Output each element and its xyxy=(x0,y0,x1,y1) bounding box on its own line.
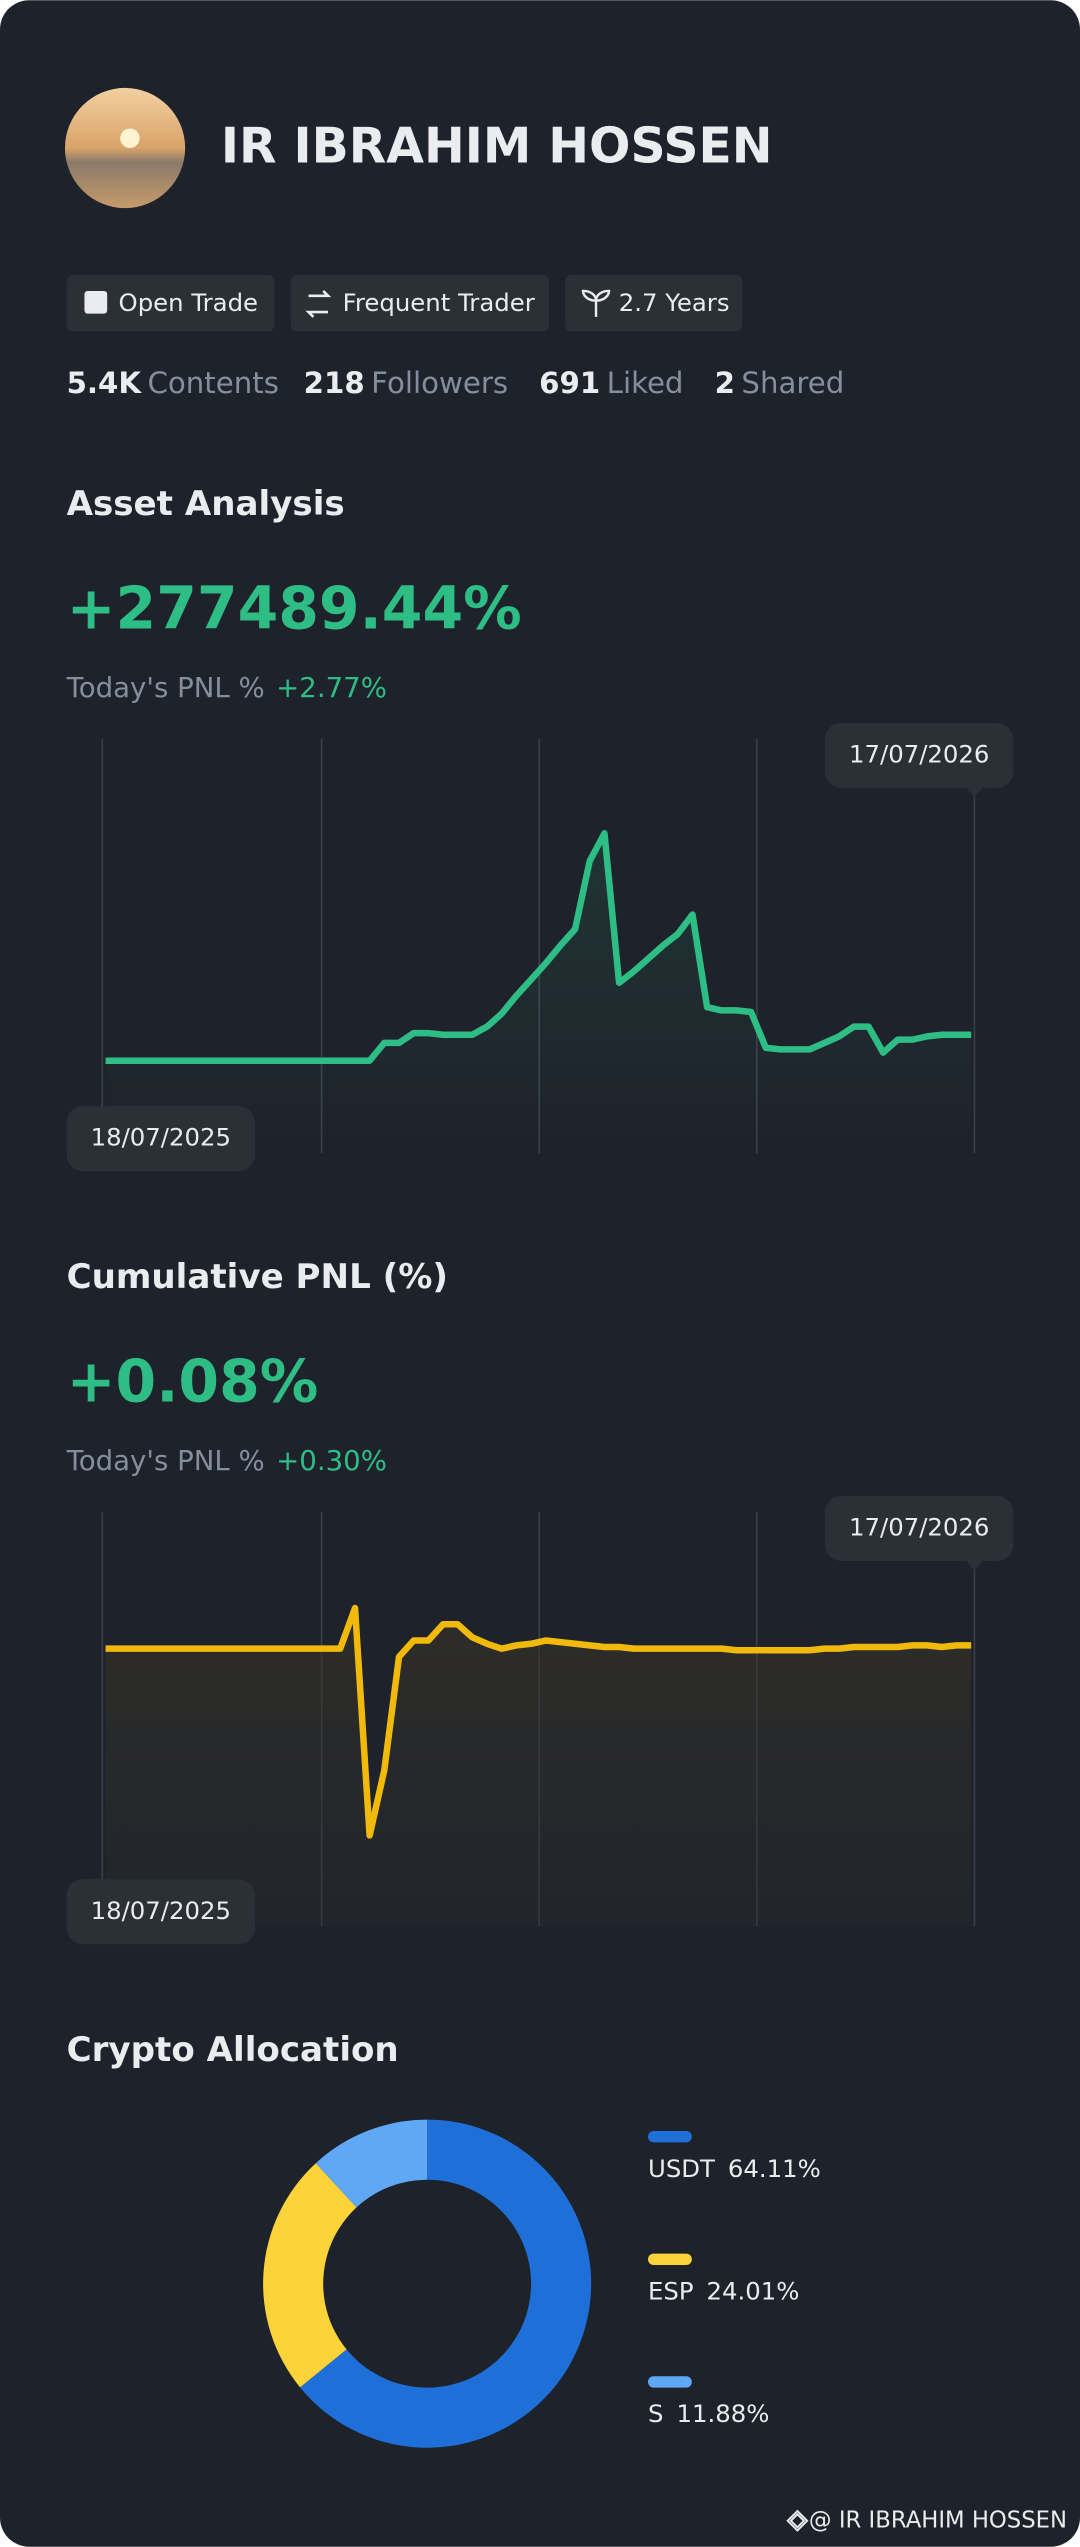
start-date: 18/07/2025 xyxy=(91,1896,231,1925)
avatar xyxy=(64,87,186,209)
badge xyxy=(66,274,275,332)
line xyxy=(105,830,972,1064)
donut-slice xyxy=(315,2119,428,2208)
date-pill xyxy=(66,1879,255,1945)
stat-value: 2 xyxy=(715,366,735,400)
stat-label: Shared xyxy=(741,366,844,400)
footer-logo xyxy=(786,2509,809,2532)
today-value: +0.30% xyxy=(276,1444,387,1477)
footer-text: @ IR IBRAHIM HOSSEN xyxy=(809,2507,1067,2533)
stat-label: Liked xyxy=(607,366,684,400)
legend-swatch xyxy=(648,2376,692,2388)
legend-value: 64.11% xyxy=(728,2154,821,2183)
legend-entry: ESP 24.01% xyxy=(648,2277,799,2306)
badge-label: Frequent Trader xyxy=(343,288,536,317)
stat-value: 5.4K xyxy=(67,366,143,400)
end-date: 17/07/2026 xyxy=(849,1512,989,1541)
date-pill xyxy=(66,1106,255,1172)
legend-value: 11.88% xyxy=(676,2399,769,2428)
badge xyxy=(290,274,549,332)
stat: 218 Followers xyxy=(304,366,508,400)
stat-value: 691 xyxy=(539,366,600,400)
donut-slice xyxy=(263,2163,357,2388)
legend-entry: USDT 64.11% xyxy=(648,2154,821,2183)
legend-name: ESP xyxy=(648,2277,694,2306)
legend-entry: S 11.88% xyxy=(648,2399,769,2428)
line-area xyxy=(105,833,972,1154)
today-label: Today's PNL % xyxy=(66,1444,265,1477)
donut-slice xyxy=(300,2119,592,2448)
badge-icon xyxy=(581,289,611,317)
legend-swatch xyxy=(648,2131,692,2143)
badge xyxy=(565,274,743,332)
profile-name: IR IBRAHIM HOSSEN xyxy=(221,119,773,175)
badge-label: Open Trade xyxy=(119,288,258,317)
date-pill xyxy=(825,1495,1014,1561)
line xyxy=(105,1604,972,1839)
section-title: Asset Analysis xyxy=(67,484,345,524)
stat: 5.4K Contents xyxy=(67,366,279,400)
date-pill xyxy=(825,722,1014,788)
line-area xyxy=(105,1608,972,1927)
headline-value: +277489.44% xyxy=(67,575,522,643)
stat: 2 Shared xyxy=(715,366,845,400)
end-date: 17/07/2026 xyxy=(849,739,989,768)
legend-value: 24.01% xyxy=(707,2277,800,2306)
headline-value: +0.08% xyxy=(67,1348,319,1416)
badge-label: 2.7 Years xyxy=(619,288,730,317)
today-value: +2.77% xyxy=(276,671,387,704)
start-date: 18/07/2025 xyxy=(91,1123,231,1152)
stat: 691 Liked xyxy=(539,366,683,400)
today-pnl: Today's PNL % +2.77% xyxy=(66,671,387,704)
badge-icon xyxy=(305,290,332,318)
avatar-sun xyxy=(120,128,140,149)
today-pnl: Today's PNL % +0.30% xyxy=(66,1444,387,1477)
section-title: Cumulative PNL (%) xyxy=(67,1257,448,1297)
section-title: Crypto Allocation xyxy=(67,2030,399,2070)
date-pill-pointer xyxy=(966,1560,983,1571)
legend-name: S xyxy=(648,2399,663,2428)
legend-name: USDT xyxy=(648,2154,715,2183)
badge-icon xyxy=(84,290,108,314)
legend-swatch xyxy=(648,2253,692,2265)
stat-label: Followers xyxy=(371,366,508,400)
date-pill-pointer xyxy=(966,787,983,798)
stat-label: Contents xyxy=(147,366,278,400)
today-label: Today's PNL % xyxy=(66,671,265,704)
stat-value: 218 xyxy=(304,366,365,400)
